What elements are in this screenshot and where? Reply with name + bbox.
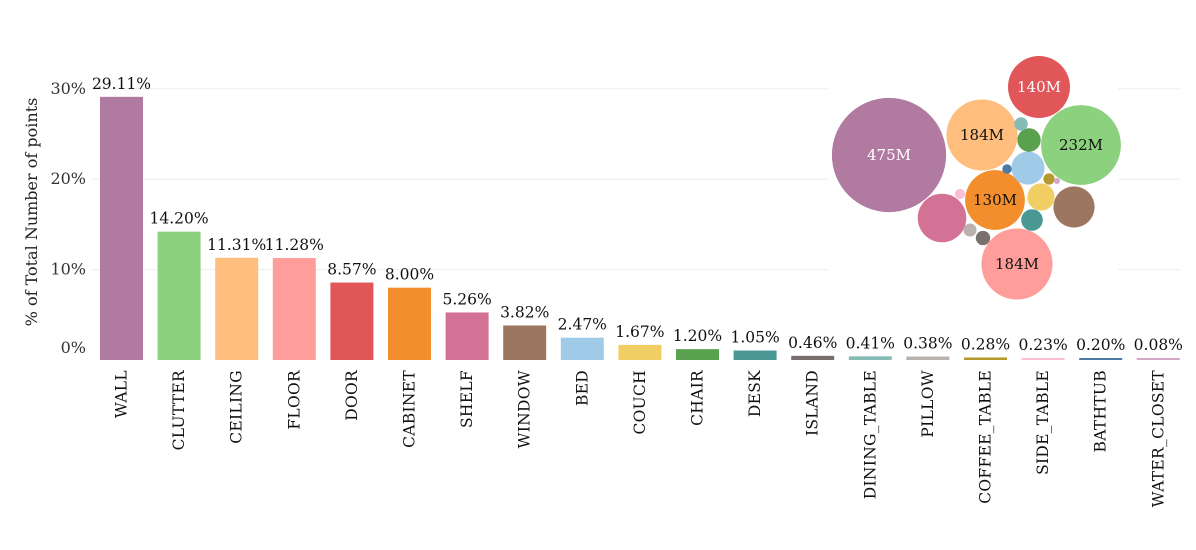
bar-value-label: 1.67% <box>615 323 664 341</box>
bubble-bathtub <box>1002 164 1012 174</box>
bar-value-label: 0.20% <box>1076 336 1125 354</box>
bubble-side-table <box>954 188 966 200</box>
bubble-cabinet <box>965 170 1025 230</box>
bar-wall <box>100 96 143 361</box>
y-tick-label: 20% <box>50 169 86 188</box>
x-category-label: BED <box>573 370 591 406</box>
x-category-label: PILLOW <box>919 370 937 438</box>
bar-value-label: 8.00% <box>385 266 434 284</box>
bar-value-label: 0.46% <box>788 334 837 352</box>
bar-value-label: 0.08% <box>1134 336 1183 354</box>
x-category-label: DINING_TABLE <box>861 370 879 499</box>
bar-value-label: 11.31% <box>207 236 266 254</box>
bar-window <box>503 325 547 360</box>
y-axis-label: % of Total Number of points <box>22 98 41 327</box>
bar-value-label: 11.28% <box>265 236 324 254</box>
bar-desk <box>733 350 777 360</box>
bubble-clutter <box>1041 105 1121 185</box>
bar-value-label: 0.23% <box>1018 336 1067 354</box>
bubble-water-closet <box>1054 178 1060 184</box>
bubble-door <box>1007 55 1071 119</box>
y-tick-label: 10% <box>50 260 86 279</box>
bubble-chart: 475M 232M 184M 184M 140M 130M <box>828 55 1121 305</box>
bar-value-label: 0.28% <box>961 335 1010 353</box>
bar-value-label: 14.20% <box>150 210 209 228</box>
x-category-label: WALL <box>113 370 131 418</box>
x-category-label: COUCH <box>631 370 649 435</box>
bar-value-label: 3.82% <box>500 303 549 321</box>
bar-value-label: 8.57% <box>327 261 376 279</box>
bar-bathtub <box>1079 358 1123 360</box>
bar-floor <box>272 258 316 360</box>
bubble-value-label: 184M <box>960 126 1004 144</box>
bar-side-table <box>1021 357 1065 360</box>
bar-water-closet <box>1136 358 1180 360</box>
bar-clutter <box>157 231 201 360</box>
bubble-desk <box>1021 209 1043 231</box>
x-category-label: COFFEE_TABLE <box>977 370 995 504</box>
x-category-label: CABINET <box>401 370 419 448</box>
bar-value-label: 0.38% <box>903 335 952 353</box>
bar-shelf <box>445 312 489 360</box>
y-tick-label: 0% <box>61 338 86 357</box>
bubble-dining-table <box>1014 117 1028 131</box>
bubble-pillow <box>963 223 977 237</box>
bar-value-label: 0.41% <box>846 334 895 352</box>
bubble-floor <box>981 228 1053 300</box>
bar-couch <box>618 344 662 360</box>
bar-island <box>791 355 835 360</box>
bubble-chair <box>1017 128 1041 152</box>
bubble-value-label: 232M <box>1059 136 1103 154</box>
bar-value-label: 2.47% <box>558 316 607 334</box>
bar-chair <box>676 349 719 360</box>
x-category-label: WINDOW <box>516 370 534 448</box>
x-category-label: SIDE_TABLE <box>1034 370 1052 475</box>
x-category-label: DESK <box>746 370 764 417</box>
bar-series: 29.11% WALL 14.20% CLUTTER 11.31% CEILING 11.2… <box>92 75 1183 507</box>
bar-ceiling <box>215 257 259 360</box>
x-category-label: FLOOR <box>285 369 303 430</box>
bubble-value-label: 184M <box>995 255 1039 273</box>
bubble-bed <box>1011 151 1045 185</box>
bar-door <box>330 282 374 360</box>
bar-value-label: 1.05% <box>730 329 779 347</box>
x-category-label: CLUTTER <box>170 369 188 450</box>
x-category-label: SHELF <box>458 370 476 428</box>
bubble-value-label: 140M <box>1017 78 1061 96</box>
bubble-coffee-table <box>1043 173 1055 185</box>
y-axis-ticks: 0% 10% 20% 30% <box>50 79 86 357</box>
x-category-label: ISLAND <box>804 370 822 436</box>
bar-bed <box>560 337 604 360</box>
x-category-label: CHAIR <box>689 369 707 426</box>
bar-pillow <box>906 356 950 360</box>
bubble-ceiling <box>946 99 1018 171</box>
bar-coffee-table <box>964 357 1007 360</box>
bar-value-label: 1.20% <box>673 327 722 345</box>
bubble-wall <box>831 97 947 213</box>
y-tick-label: 30% <box>50 79 86 98</box>
bar-dining-table <box>848 356 892 360</box>
bubble-window <box>1053 186 1095 228</box>
bubble-value-label: 475M <box>867 146 911 164</box>
x-category-label: BATHTUB <box>1092 370 1110 452</box>
bar-cabinet <box>388 287 431 360</box>
bubble-shelf <box>917 193 967 243</box>
bubble-value-label: 130M <box>973 191 1017 209</box>
bar-value-label: 29.11% <box>92 75 151 93</box>
x-category-label: DOOR <box>343 369 361 421</box>
bar-value-label: 5.26% <box>442 290 491 308</box>
bubble-island <box>975 230 991 246</box>
x-category-label: WATER_CLOSET <box>1149 370 1167 508</box>
x-category-label: CEILING <box>228 370 246 444</box>
bubble-couch <box>1027 183 1055 211</box>
